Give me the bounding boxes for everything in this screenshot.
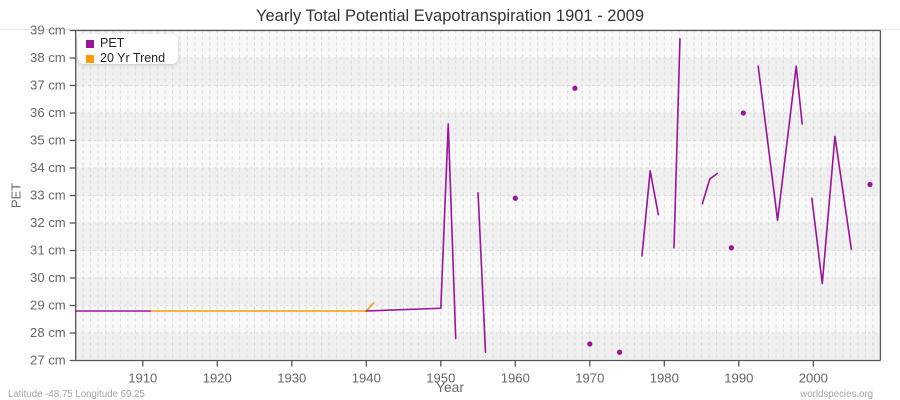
svg-text:37 cm: 37 cm xyxy=(30,78,66,93)
svg-text:38 cm: 38 cm xyxy=(30,50,66,65)
svg-text:34 cm: 34 cm xyxy=(30,160,66,175)
svg-text:35 cm: 35 cm xyxy=(30,133,66,148)
svg-text:2000: 2000 xyxy=(799,371,828,386)
svg-text:1960: 1960 xyxy=(501,371,530,386)
svg-text:36 cm: 36 cm xyxy=(30,105,66,120)
svg-text:30 cm: 30 cm xyxy=(30,270,66,285)
svg-text:31 cm: 31 cm xyxy=(30,243,66,258)
svg-text:1980: 1980 xyxy=(650,371,679,386)
svg-text:1920: 1920 xyxy=(203,371,232,386)
svg-text:32 cm: 32 cm xyxy=(30,215,66,230)
svg-text:1930: 1930 xyxy=(277,371,306,386)
svg-text:1940: 1940 xyxy=(352,371,381,386)
svg-text:29 cm: 29 cm xyxy=(30,298,66,313)
svg-text:33 cm: 33 cm xyxy=(30,188,66,203)
svg-text:28 cm: 28 cm xyxy=(30,325,66,340)
svg-text:1910: 1910 xyxy=(128,371,157,386)
svg-text:1990: 1990 xyxy=(724,371,753,386)
svg-text:1950: 1950 xyxy=(426,371,455,386)
svg-text:27 cm: 27 cm xyxy=(30,353,66,368)
svg-text:1970: 1970 xyxy=(575,371,604,386)
svg-text:39 cm: 39 cm xyxy=(30,23,66,38)
